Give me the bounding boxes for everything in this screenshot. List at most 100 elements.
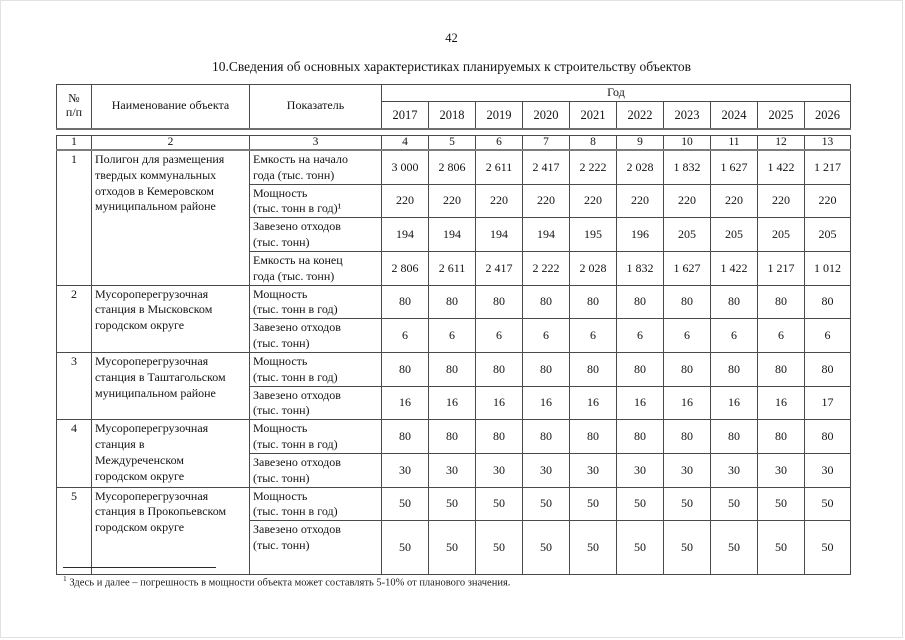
value-cell: 80 [381, 351, 429, 387]
column-number-cell: 9 [616, 134, 664, 151]
value-cell: 17 [804, 385, 851, 421]
value-cell: 50 [428, 520, 476, 576]
value-cell: 6 [710, 318, 758, 353]
value-cell: 6 [381, 318, 429, 353]
value-cell: 50 [428, 486, 476, 522]
column-number-cell: 8 [569, 134, 617, 151]
year-header-cell: 2021 [569, 101, 617, 129]
year-header-cell: 2023 [663, 101, 711, 129]
column-numbering-row: 1 2 3 4 5 6 7 8 9 10 11 12 13 [56, 134, 851, 151]
indicator-label-cell: Завезено отходов (тыс. тонн) [249, 452, 382, 488]
value-cell: 80 [757, 284, 805, 320]
object-name-cell: Мусороперегрузочная станция в Междуречен… [91, 419, 250, 488]
value-cell: 1 627 [663, 250, 711, 286]
value-cell: 30 [804, 452, 851, 488]
value-cell: 205 [710, 217, 758, 252]
object-name-cell: Мусороперегрузочная станция в Прокопьевс… [91, 486, 250, 576]
value-cell: 205 [757, 217, 805, 252]
value-cell: 1 217 [757, 250, 805, 286]
table-row: 4 Мусороперегрузочная станция в Междурече… [56, 419, 851, 488]
value-cell: 50 [804, 486, 851, 522]
table-row: 3 Мусороперегрузочная станция в Таштаголь… [56, 351, 851, 421]
value-cell: 16 [663, 385, 711, 421]
value-cell: 80 [663, 351, 711, 387]
column-number-cell: 5 [428, 134, 476, 151]
value-cell: 2 611 [475, 149, 523, 185]
value-cell: 220 [804, 183, 851, 219]
value-cell: 220 [663, 183, 711, 219]
year-header-cell: 2020 [522, 101, 570, 129]
col-header-year-group: Год [381, 84, 851, 102]
objects-table: № п/п Наименование объекта Показатель Го… [56, 84, 851, 576]
value-cell: 50 [616, 520, 664, 576]
value-cell: 2 028 [616, 149, 664, 185]
col-header-num: № п/п [56, 84, 92, 129]
value-cell: 1 422 [710, 250, 758, 286]
value-cell: 1 217 [804, 149, 851, 185]
value-cell: 220 [757, 183, 805, 219]
value-cell: 16 [522, 385, 570, 421]
value-cell: 50 [522, 486, 570, 522]
column-number-cell: 10 [663, 134, 711, 151]
value-cell: 1 422 [757, 149, 805, 185]
column-number-cell: 2 [91, 134, 250, 151]
indicator-label-cell: Мощность (тыс. тонн в год) [249, 351, 382, 387]
value-cell: 30 [381, 452, 429, 488]
value-cell: 50 [381, 486, 429, 522]
value-cell: 30 [522, 452, 570, 488]
value-cell: 80 [804, 351, 851, 387]
row-number-cell: 3 [56, 351, 92, 421]
value-cell: 80 [663, 284, 711, 320]
table-header: № п/п Наименование объекта Показатель Го… [56, 84, 851, 130]
value-cell: 220 [710, 183, 758, 219]
column-number-cell: 12 [757, 134, 805, 151]
value-cell: 16 [475, 385, 523, 421]
year-header-cell: 2026 [804, 101, 851, 129]
value-cell: 80 [428, 284, 476, 320]
indicator-label-cell: Мощность (тыс. тонн в год) [249, 486, 382, 522]
indicator-label-cell: Мощность (тыс. тонн в год) [249, 419, 382, 454]
indicator-label-cell: Емкость на начало года (тыс. тонн) [249, 149, 382, 185]
page-number: 42 [445, 31, 458, 45]
value-cell: 50 [381, 520, 429, 576]
value-cell: 205 [804, 217, 851, 252]
value-cell: 196 [616, 217, 664, 252]
value-cell: 50 [475, 486, 523, 522]
value-cell: 16 [428, 385, 476, 421]
value-cell: 80 [428, 351, 476, 387]
table-row: Завезено отходов (тыс. тонн) 30 30 30 30 30 30… [57, 452, 851, 488]
value-cell: 50 [522, 520, 570, 576]
value-cell: 16 [757, 385, 805, 421]
footnote-marker: 1 [63, 574, 67, 583]
table-row: Завезено отходов (тыс. тонн) 194 194 194 194… [57, 217, 851, 252]
value-cell: 80 [804, 419, 851, 454]
header-row-top: № п/п Наименование объекта Показатель Го… [56, 84, 851, 129]
column-number-cell: 6 [475, 134, 523, 151]
value-cell: 1 012 [804, 250, 851, 286]
value-cell: 50 [757, 520, 805, 576]
value-cell: 50 [804, 520, 851, 576]
footnote-divider [63, 567, 216, 568]
col-header-indicator: Показатель [249, 84, 382, 129]
value-cell: 30 [757, 452, 805, 488]
value-cell: 80 [569, 419, 617, 454]
year-header-cell: 2022 [616, 101, 664, 129]
footnote-line: 1 Здесь и далее – погрешность в мощности… [63, 574, 510, 589]
object-name-cell: Мусороперегрузочная станция в Таштагольс… [91, 351, 250, 421]
value-cell: 6 [804, 318, 851, 353]
indicator-label-cell: Завезено отходов (тыс. тонн) [249, 318, 382, 353]
indicator-label-cell: Завезено отходов (тыс. тонн) [249, 385, 382, 421]
table-row: Завезено отходов (тыс. тонн) 50 50 50 50 50 50… [57, 520, 851, 576]
value-cell: 80 [475, 419, 523, 454]
value-cell: 80 [569, 284, 617, 320]
value-cell: 1 627 [710, 149, 758, 185]
row-number-cell: 1 [56, 149, 92, 286]
value-cell: 2 222 [522, 250, 570, 286]
indicator-label-cell: Мощность (тыс. тонн в год)¹ [249, 183, 382, 219]
value-cell: 2 806 [428, 149, 476, 185]
row-number-cell: 4 [56, 419, 92, 488]
table-row: 2 Мусороперегрузочная станция в Мысковско… [56, 284, 851, 353]
value-cell: 16 [616, 385, 664, 421]
value-cell: 16 [710, 385, 758, 421]
